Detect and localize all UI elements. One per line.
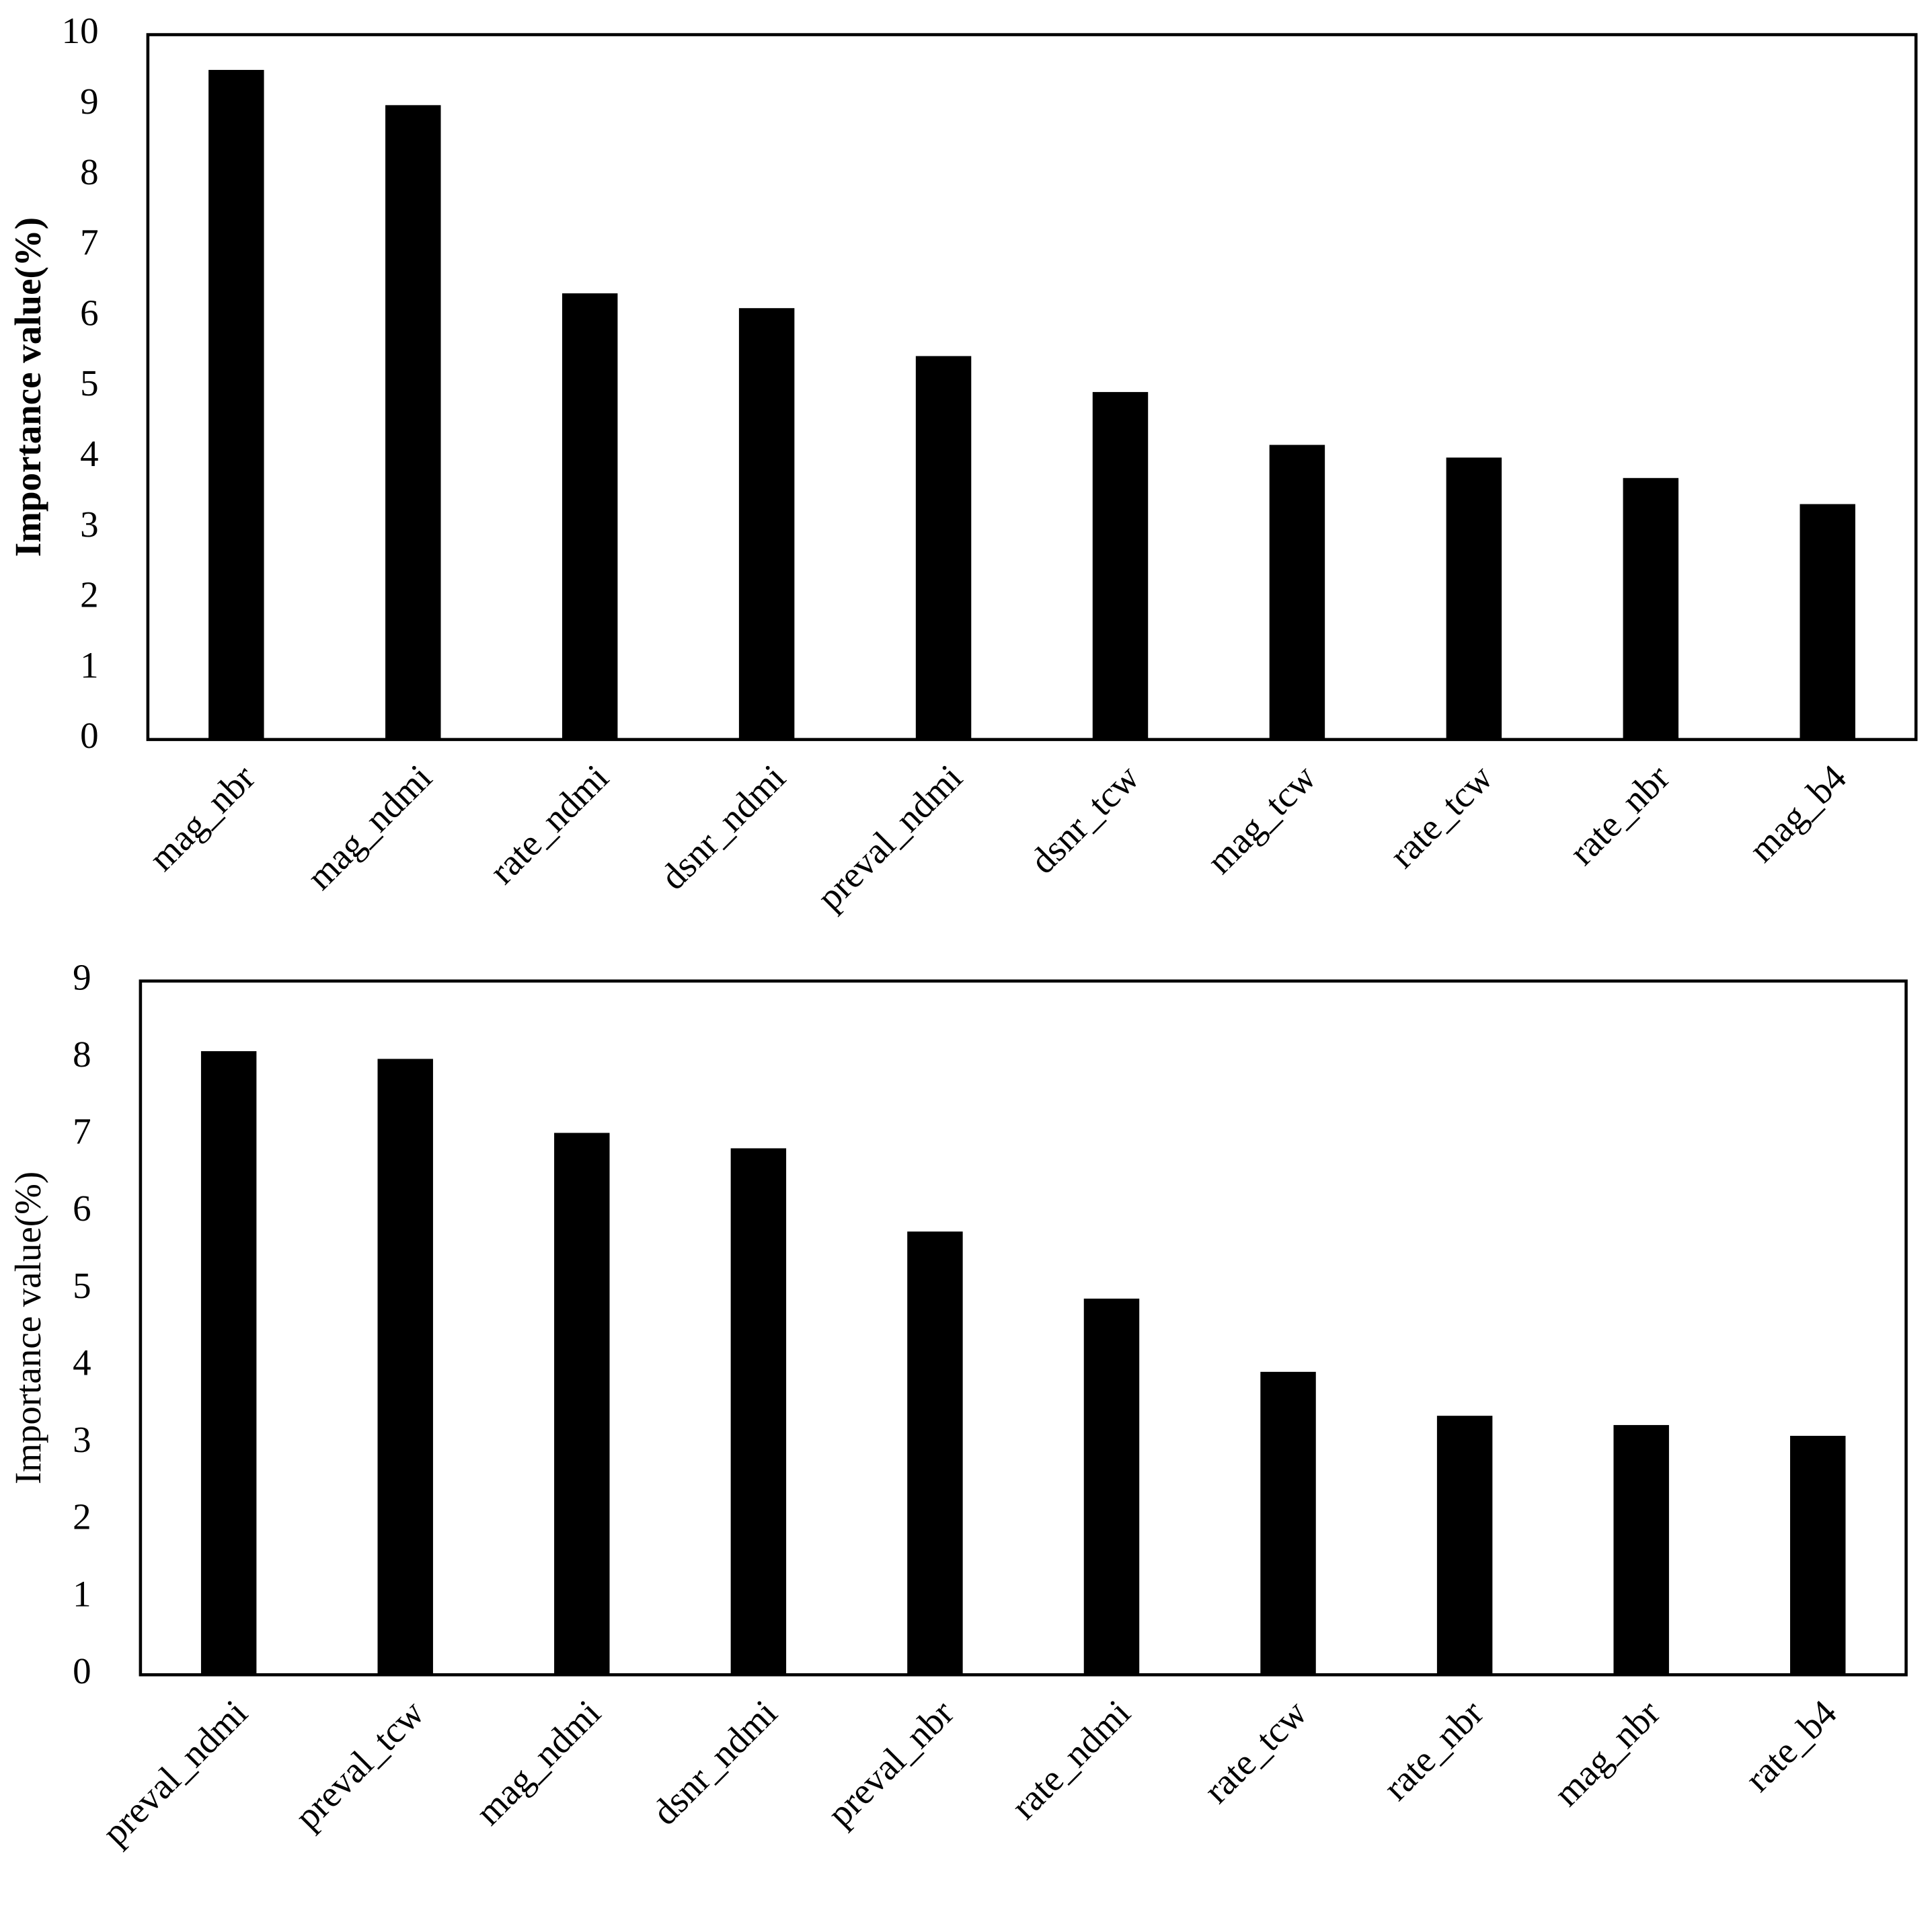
x-tick-label: rate_ndmi [481,757,617,892]
plot-frame [146,33,1918,741]
x-tick-label: mag_nbr [1546,1692,1668,1814]
y-tick-label: 8 [80,151,98,192]
bar [200,1051,257,1675]
y-tick-label: 1 [80,644,98,685]
y-tick-label: 8 [73,1034,91,1075]
y-tick-label: 3 [73,1419,91,1460]
y-tick-label: 5 [80,362,98,404]
bar [1260,1371,1316,1675]
y-tick-label: 2 [80,574,98,615]
x-tick-label: mag_nbr [141,757,262,878]
x-tick-label: rate_b4 [1737,1692,1845,1800]
bar [915,356,972,740]
bar [1790,1435,1846,1675]
y-tick-label: 2 [73,1496,91,1537]
bar [907,1231,963,1675]
y-axis-label: Importance value(%) [7,1172,48,1484]
y-tick-label: 10 [62,10,99,51]
bar [1800,504,1855,740]
x-tick-label: mag_b4 [1741,757,1854,870]
x-tick-label: rate_tcw [1381,757,1500,876]
bar [1269,445,1325,740]
y-tick-label: 7 [80,222,98,263]
x-tick-label: dsnr_tcw [1022,757,1147,882]
x-tick-label: rate_ndmi [1003,1692,1138,1827]
x-tick-label: dsnr_ndmi [652,757,793,897]
y-tick-label: 1 [73,1573,91,1614]
bar [1623,477,1679,740]
x-tick-label: preval_ndmi [809,757,970,918]
bar [730,1148,787,1675]
y-tick-label: 0 [73,1650,91,1691]
bar [738,308,795,740]
y-axis-label: Importance value(%) [7,217,48,557]
x-tick-label: mag_tcw [1199,757,1324,882]
x-tick-label: dsnr_ndmi [644,1692,785,1833]
x-tick-label: rate_nbr [1375,1692,1492,1808]
bar [377,1059,433,1675]
bar [1083,1298,1140,1675]
y-tick-label: 0 [80,715,98,756]
bar [385,105,441,740]
bar [1613,1424,1669,1675]
bar [554,1133,610,1675]
bar [208,69,264,740]
x-tick-label: mag_ndmi [467,1692,608,1833]
y-tick-label: 4 [80,433,98,474]
y-tick-label: 9 [73,956,91,997]
y-tick-label: 7 [73,1111,91,1152]
y-tick-label: 6 [80,292,98,333]
x-tick-label: preval_nbr [819,1692,961,1834]
bar [1446,457,1502,740]
x-tick-label: preval_tcw [286,1692,432,1837]
y-tick-label: 9 [80,81,98,122]
x-tick-label: preval_ndmi [94,1692,256,1853]
x-tick-label: rate_nbr [1561,757,1678,873]
bar [1092,391,1149,740]
y-tick-label: 6 [73,1188,91,1229]
bar [562,293,618,740]
y-tick-label: 5 [73,1265,91,1306]
x-tick-label: rate_tcw [1196,1692,1315,1811]
plot-frame [139,979,1908,1677]
x-tick-label: mag_ndmi [299,757,439,897]
bar [1436,1416,1493,1675]
y-tick-label: 4 [73,1342,91,1383]
y-tick-label: 3 [80,504,98,545]
